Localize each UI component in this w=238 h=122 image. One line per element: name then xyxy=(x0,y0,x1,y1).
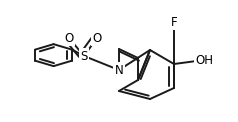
Text: O: O xyxy=(64,31,74,45)
Text: S: S xyxy=(80,50,88,62)
Text: O: O xyxy=(92,31,102,45)
Text: N: N xyxy=(115,63,123,76)
Text: F: F xyxy=(171,15,177,29)
Text: OH: OH xyxy=(195,54,213,66)
